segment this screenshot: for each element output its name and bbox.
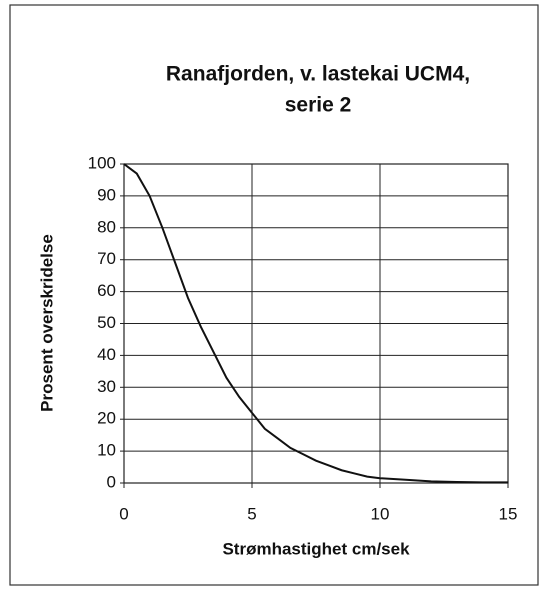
y-tick-label: 60 bbox=[97, 281, 116, 300]
chart-title: Ranafjorden, v. lastekai UCM4, bbox=[166, 63, 470, 86]
chart-frame bbox=[9, 4, 539, 586]
y-tick-label: 0 bbox=[107, 472, 116, 491]
x-tick-label: 15 bbox=[499, 504, 518, 523]
plot-area bbox=[123, 163, 509, 484]
y-tick-label: 100 bbox=[88, 153, 116, 172]
y-tick-label: 90 bbox=[97, 185, 116, 204]
y-axis-label: Prosent overskridelse bbox=[37, 234, 56, 412]
y-tick-label: 10 bbox=[97, 441, 116, 460]
x-tick-label: 5 bbox=[247, 504, 256, 523]
y-tick-label: 40 bbox=[97, 345, 116, 364]
x-tick-label: 0 bbox=[119, 504, 128, 523]
x-tick-label: 10 bbox=[371, 504, 390, 523]
x-axis-label: Strømhastighet cm/sek bbox=[222, 539, 410, 558]
data-line bbox=[123, 163, 508, 484]
y-tick-label: 30 bbox=[97, 377, 116, 396]
y-tick-label: 70 bbox=[97, 249, 116, 268]
y-tick-label: 80 bbox=[97, 217, 116, 236]
y-tick-label: 50 bbox=[97, 313, 116, 332]
y-tick-label: 20 bbox=[97, 409, 116, 428]
chart-title: serie 2 bbox=[285, 94, 352, 117]
